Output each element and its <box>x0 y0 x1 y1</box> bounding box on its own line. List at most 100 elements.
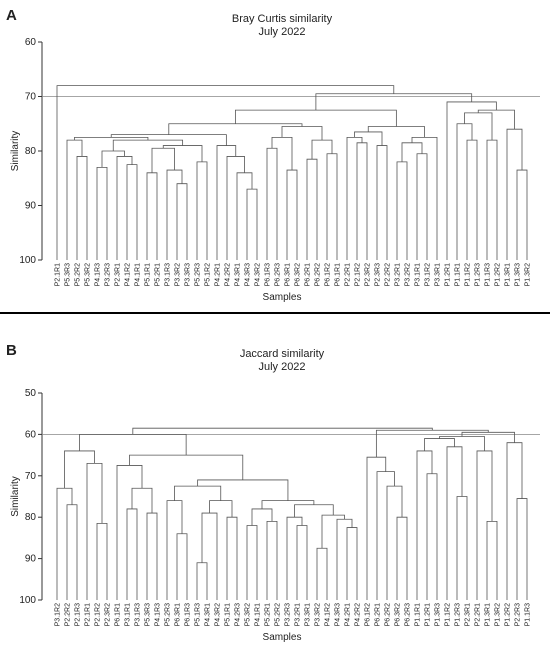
leaf-label: P1.2R3 <box>475 263 482 286</box>
leaf-label: P6.3R2 <box>295 263 302 286</box>
x-axis-label: Samples <box>263 292 302 303</box>
dendrogram-link <box>101 150 125 168</box>
leaf-label: P3.2R3 <box>105 263 112 286</box>
leaf-label: P3.3R1 <box>305 603 312 626</box>
leaf-label: P3.3R3 <box>185 263 192 286</box>
leaf-label: P4.1R3 <box>95 263 102 286</box>
dendrogram-link <box>476 450 493 600</box>
leaf-label: P6.2R1 <box>375 603 382 626</box>
leaf-label: P3.2R3 <box>285 603 292 626</box>
leaf-label: P6.1R1 <box>335 263 342 286</box>
leaf-label: P1.2R1 <box>425 603 432 626</box>
dendrogram-link <box>506 442 523 600</box>
leaf-label: P2.1R1 <box>85 603 92 626</box>
leaf-label: P1.3R3 <box>515 263 522 286</box>
leaf-label: P3.1R2 <box>425 263 432 286</box>
dendrogram-link <box>131 487 153 514</box>
dendrogram-link <box>426 473 438 600</box>
leaf-label: P1.1R3 <box>485 263 492 286</box>
dendrogram-link <box>96 523 108 600</box>
y-tick-label: 80 <box>25 146 37 157</box>
leaf-label: P1.3R2 <box>495 603 502 626</box>
y-tick-label: 70 <box>25 471 37 482</box>
leaf-label: P5.2R2 <box>75 263 82 286</box>
leaf-label: P4.2R2 <box>225 263 232 286</box>
leaf-label: P3.1R3 <box>165 263 172 286</box>
y-tick-label: 80 <box>25 512 37 523</box>
dendrogram-link <box>246 188 258 260</box>
leaf-label: P3.1R2 <box>55 603 62 626</box>
leaf-label: P3.1R1 <box>415 263 422 286</box>
leaf-label: P3.1R3 <box>135 603 142 626</box>
dendrogram-link <box>116 156 133 260</box>
leaf-label: P2.3R1 <box>465 603 472 626</box>
leaf-label: P2.2R2 <box>65 603 72 626</box>
leaf-label: P3.3R2 <box>315 603 322 626</box>
dendrogram-link <box>96 166 108 260</box>
leaf-label: P1.1R1 <box>415 603 422 626</box>
dendrogram-link <box>306 158 318 260</box>
leaf-label: P4.3R3 <box>335 603 342 626</box>
leaf-label: P2.1R3 <box>75 603 82 626</box>
dendrogram-link <box>176 533 188 600</box>
leaf-label: P6.1R2 <box>365 603 372 626</box>
leaf-label: P6.3R1 <box>175 603 182 626</box>
leaf-label: P2.2R1 <box>475 603 482 626</box>
dendrogram-link <box>196 562 208 600</box>
leaf-label: P5.2R2 <box>275 603 282 626</box>
leaf-label: P2.1R2 <box>95 603 102 626</box>
y-tick-label: 60 <box>25 429 37 440</box>
dendrogram-link <box>74 136 149 141</box>
dendrogram-link <box>286 169 298 260</box>
leaf-label: P1.2R3 <box>455 603 462 626</box>
dendrogram-link <box>216 145 237 260</box>
leaf-label: P4.1R2 <box>325 603 332 626</box>
dendrogram-link <box>146 172 158 260</box>
leaf-label: P5.1R2 <box>205 263 212 286</box>
leaf-label: P6.1R3 <box>265 263 272 286</box>
leaf-label: P4.2R3 <box>235 603 242 626</box>
dendrogram-link <box>266 147 278 260</box>
leaf-label: P2.3R2 <box>105 603 112 626</box>
y-tick-label: 60 <box>25 37 37 48</box>
leaf-label: P6.2R3 <box>405 603 412 626</box>
leaf-label: P2.3R2 <box>365 263 372 286</box>
dendrogram-link <box>56 85 395 260</box>
dendrogram-link <box>456 496 468 600</box>
leaf-label: P3.1R1 <box>125 603 132 626</box>
dendrogram-link <box>416 450 433 600</box>
dendrogram-link <box>129 454 244 480</box>
dendrogram-link <box>316 547 328 600</box>
leaf-label: P2.3R1 <box>115 263 122 286</box>
leaf-label: P5.3R3 <box>145 603 152 626</box>
chart-title: Bray Curtis similarity <box>232 13 333 25</box>
dendrogram-link <box>346 527 358 600</box>
dendrogram-link <box>226 156 245 260</box>
leaf-label: P1.1R2 <box>445 603 452 626</box>
dendrogram-link <box>516 169 528 260</box>
dendrogram-link <box>281 126 323 141</box>
leaf-label: P1.3R1 <box>485 603 492 626</box>
dendrogram-link <box>336 518 353 600</box>
leaf-label: P5.2R3 <box>195 263 202 286</box>
dendrogram-link <box>326 153 338 260</box>
chart-subtitle: July 2022 <box>258 26 305 38</box>
chart-title: Jaccard similarity <box>240 348 325 360</box>
dendrogram-link <box>151 147 175 173</box>
leaf-label: P2.1R2 <box>355 263 362 286</box>
leaf-label: P4.3R2 <box>255 263 262 286</box>
leaf-label: P5.3R3 <box>65 263 72 286</box>
dendrogram-link <box>416 153 428 260</box>
dendrogram-link <box>66 504 78 600</box>
leaf-label: P2.3R3 <box>375 263 382 286</box>
dendrogram-link <box>506 128 523 260</box>
x-axis-label: Samples <box>263 632 302 643</box>
leaf-label: P2.2R2 <box>385 263 392 286</box>
dendrogram-link <box>356 142 368 260</box>
y-axis-label: Similarity <box>10 476 21 517</box>
leaf-label: P5.1R1 <box>225 603 232 626</box>
dendrogram-link <box>76 156 88 260</box>
leaf-label: P2.2R3 <box>515 603 522 626</box>
y-tick-label: 50 <box>25 388 37 399</box>
dendrogram-link <box>286 516 303 600</box>
